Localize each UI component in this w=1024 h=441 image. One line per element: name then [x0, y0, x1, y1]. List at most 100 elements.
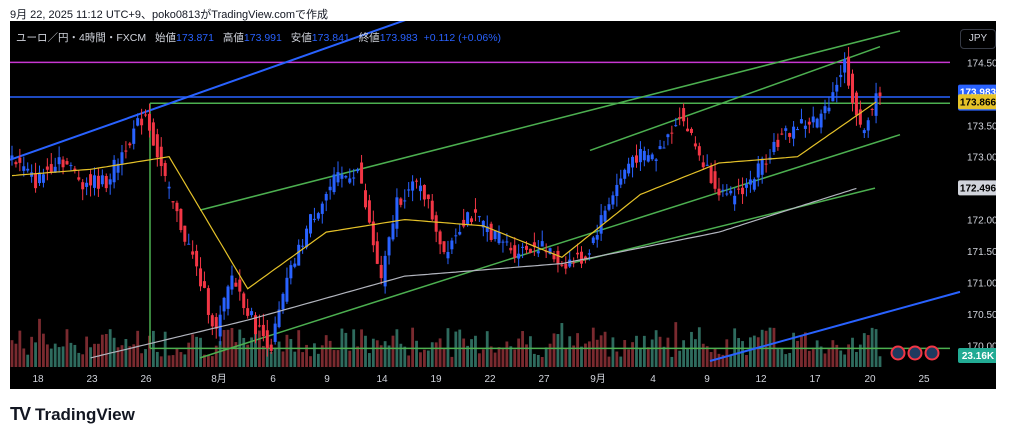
volume-bar — [532, 353, 536, 367]
high-label: 高値 — [222, 32, 244, 44]
candle-body — [328, 186, 332, 191]
volume-bar — [815, 340, 819, 367]
channel-lower — [199, 133, 901, 359]
candle-body — [686, 128, 690, 132]
candle-body — [163, 162, 167, 176]
price-tick-label: 173.000 — [967, 153, 996, 164]
volume-bar — [163, 331, 167, 367]
candle-body — [356, 169, 360, 172]
candle-body — [175, 202, 179, 212]
candle-body — [308, 214, 312, 234]
candle-body — [250, 311, 254, 316]
candle-body — [697, 146, 701, 156]
candle-body — [450, 240, 454, 250]
candle-body — [238, 279, 242, 292]
currency-button[interactable]: JPY — [960, 29, 996, 49]
candle-body — [485, 226, 489, 233]
volume-bar — [454, 331, 458, 367]
volume-bar — [803, 332, 807, 367]
volume-bar — [356, 346, 360, 367]
candle-body — [324, 193, 328, 201]
volume-bar — [132, 344, 136, 367]
chart-area[interactable]: 174.500174.000173.500173.000172.500172.0… — [10, 21, 996, 389]
volume-bar — [210, 356, 214, 367]
volume-bar — [501, 347, 505, 367]
candle-body — [560, 264, 564, 266]
candle-body — [22, 166, 26, 171]
volume-bar — [788, 352, 792, 367]
volume-bar — [426, 350, 430, 367]
candle-body — [741, 187, 745, 195]
volume-bar — [717, 353, 721, 367]
volume-bar — [713, 348, 717, 367]
candle-body — [646, 155, 650, 162]
volume-bar — [772, 327, 776, 367]
candle-body — [277, 309, 281, 328]
volume-bar — [175, 348, 179, 367]
candle-body — [332, 174, 336, 193]
volume-bar — [407, 355, 411, 367]
volume-bar — [277, 341, 281, 367]
candle-body — [312, 218, 316, 220]
candle-body — [320, 203, 324, 214]
volume-bar — [116, 347, 120, 367]
candle-body — [269, 344, 273, 351]
volume-bar — [835, 344, 839, 367]
candle-body — [254, 315, 258, 335]
volume-bar — [870, 327, 874, 367]
open-value: 173.871 — [176, 32, 214, 44]
candle-body — [458, 231, 462, 235]
volume-bar — [155, 351, 159, 367]
ma-short-line — [11, 101, 877, 290]
symbol-label[interactable]: ユーロ／円・4時間・FXCM — [16, 32, 147, 44]
volume-bar — [73, 344, 77, 367]
candle-body — [878, 92, 882, 97]
candle-body — [45, 166, 49, 170]
candle-body — [733, 195, 737, 205]
candle-body — [147, 113, 151, 131]
candle-body — [375, 241, 379, 264]
candle-body — [611, 195, 615, 205]
candle-body — [340, 174, 344, 179]
volume-bar — [560, 323, 564, 367]
volume-bar — [34, 342, 37, 367]
volume-bar — [53, 343, 57, 367]
candle-body — [360, 162, 364, 184]
candle-body — [654, 159, 658, 161]
volume-bar — [611, 337, 615, 367]
candle-body — [10, 155, 14, 160]
candle-body — [662, 147, 666, 149]
candle-body — [525, 245, 529, 250]
volume-bar — [780, 348, 784, 367]
volume-bar — [855, 351, 858, 367]
volume-bar — [858, 344, 862, 367]
ma-short-price-label: 173.866 — [960, 97, 996, 108]
volume-bar — [650, 339, 654, 367]
volume-bar — [14, 343, 18, 367]
volume-bar — [375, 340, 379, 367]
volume-value-label: 23.16K — [962, 351, 995, 362]
volume-bar — [171, 355, 175, 367]
price-chart[interactable]: 174.500174.000173.500173.000172.500172.0… — [10, 21, 996, 389]
candle-body — [136, 118, 140, 126]
candle-body — [403, 200, 407, 202]
candle-body — [823, 106, 827, 114]
candle-body — [14, 162, 18, 165]
volume-bar — [191, 334, 195, 367]
time-tick-label: 27 — [538, 374, 550, 385]
candle-body — [399, 198, 403, 205]
volume-bar — [748, 337, 752, 367]
volume-bar — [564, 347, 568, 367]
volume-bar — [261, 345, 265, 367]
price-tick-label: 174.500 — [967, 58, 996, 69]
volume-bar — [281, 351, 285, 367]
candle-body — [607, 204, 611, 210]
ma-long-line — [90, 187, 857, 359]
volume-bar — [552, 333, 556, 367]
volume-bar — [662, 346, 666, 367]
volume-bar — [670, 356, 674, 367]
time-tick-label: 8月 — [211, 373, 227, 385]
volume-bar — [285, 334, 289, 367]
volume-bar — [792, 332, 795, 367]
candle-body — [442, 241, 446, 253]
